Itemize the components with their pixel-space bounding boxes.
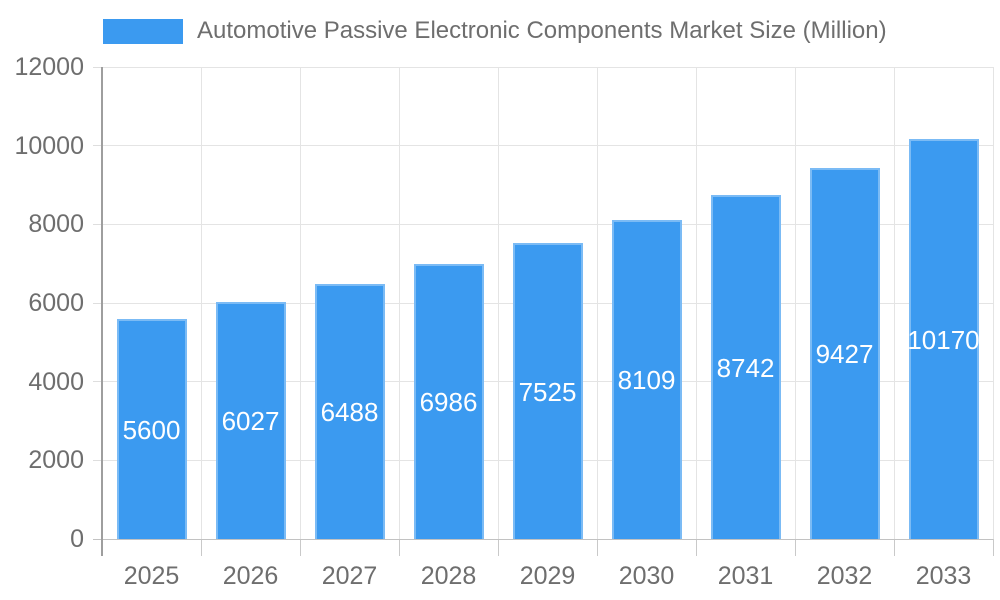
x-tick	[596, 539, 598, 556]
x-tick	[794, 539, 796, 556]
bar[interactable]: 6488	[314, 284, 385, 539]
x-axis-line	[93, 538, 993, 540]
y-tick	[93, 145, 102, 147]
x-tick	[299, 539, 301, 556]
y-tick	[93, 381, 102, 383]
x-axis-label: 2032	[816, 562, 873, 590]
bar-value-label: 6986	[419, 387, 478, 417]
x-tick	[893, 539, 895, 556]
h-gridline	[102, 223, 993, 225]
v-gridline	[200, 67, 202, 539]
bar-value-label: 8742	[716, 352, 775, 383]
x-tick	[497, 539, 499, 556]
v-gridline	[596, 67, 598, 539]
y-axis-label: 10000	[14, 131, 84, 160]
y-axis-label: 6000	[28, 289, 84, 317]
bar[interactable]: 7525	[512, 243, 583, 539]
y-tick	[93, 459, 102, 461]
x-axis-label: 2028	[420, 562, 477, 590]
bar[interactable]: 6027	[215, 302, 286, 539]
h-gridline	[102, 66, 993, 68]
bar[interactable]: 8109	[611, 220, 682, 539]
v-gridline	[299, 67, 301, 539]
x-axis-label: 2025	[123, 562, 180, 590]
x-tick	[200, 539, 202, 556]
bar-value-label: 8109	[617, 365, 676, 395]
bar[interactable]: 6986	[413, 264, 484, 539]
v-gridline	[695, 67, 697, 539]
bar[interactable]: 9427	[809, 168, 880, 539]
v-gridline	[497, 67, 499, 539]
y-axis-label: 2000	[28, 446, 84, 475]
y-tick	[93, 66, 102, 68]
y-axis-label: 12000	[14, 53, 84, 81]
y-axis-line	[101, 67, 103, 556]
bar[interactable]: 5600	[116, 319, 187, 539]
bar-value-label: 7525	[518, 376, 577, 407]
bar[interactable]: 8742	[710, 195, 781, 539]
x-tick	[398, 539, 400, 556]
v-gridline	[893, 67, 895, 539]
x-axis-label: 2031	[717, 562, 774, 590]
legend-item[interactable]: Automotive Passive Electronic Components…	[103, 17, 887, 45]
x-axis-label: 2027	[321, 562, 378, 590]
y-axis-label: 8000	[28, 210, 84, 239]
v-gridline	[992, 67, 994, 539]
x-axis-label: 2030	[618, 562, 675, 590]
y-axis-label: 0	[70, 525, 84, 553]
x-axis-label: 2026	[222, 562, 279, 590]
legend-swatch	[103, 18, 183, 44]
legend: Automotive Passive Electronic Components…	[103, 17, 887, 45]
bar-value-label: 10170	[907, 324, 980, 355]
bar[interactable]: 10170	[907, 139, 980, 539]
y-axis-label: 4000	[28, 367, 84, 396]
x-tick	[695, 539, 697, 556]
x-tick	[992, 539, 994, 556]
x-axis-label: 2033	[915, 562, 972, 590]
bar-value-label: 5600	[122, 414, 181, 445]
y-tick	[93, 302, 102, 304]
x-axis-label: 2029	[519, 562, 576, 590]
v-gridline	[794, 67, 796, 539]
bar-value-label: 6488	[320, 397, 379, 427]
y-tick	[93, 223, 102, 225]
legend-label: Automotive Passive Electronic Components…	[197, 17, 887, 44]
v-gridline	[398, 67, 400, 539]
bar-value-label: 6027	[221, 406, 280, 436]
bar-value-label: 9427	[815, 339, 874, 369]
h-gridline	[102, 145, 993, 147]
